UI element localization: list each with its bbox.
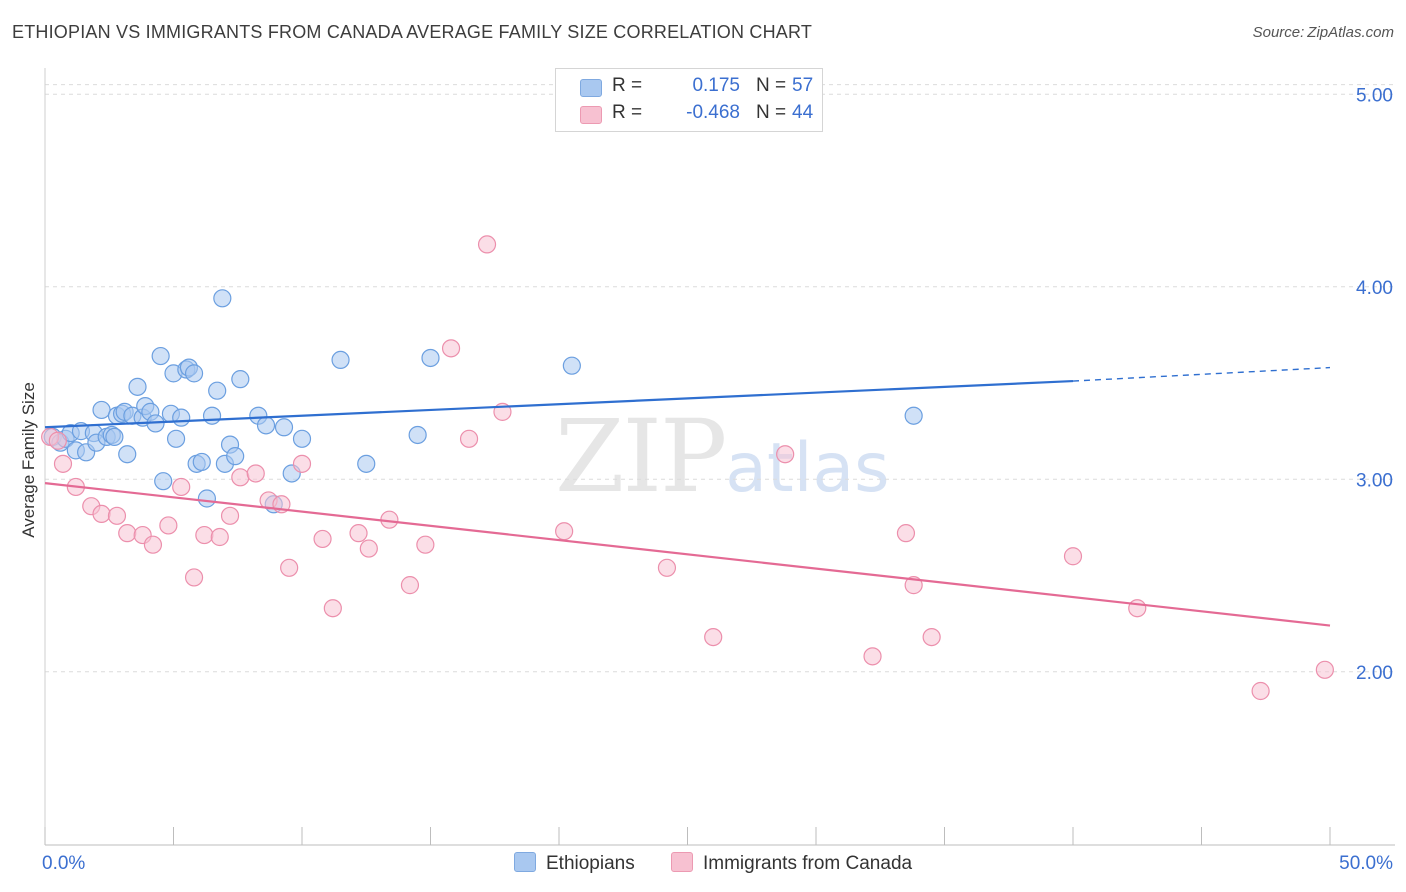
- point-immigrants-canada: [195, 525, 214, 545]
- point-ethiopians: [292, 429, 312, 448]
- point-ethiopians: [197, 489, 217, 508]
- point-immigrants-canada: [477, 235, 497, 254]
- point-immigrants-canada: [657, 558, 677, 577]
- point-ethiopians: [904, 406, 923, 425]
- point-immigrants-canada: [220, 506, 240, 525]
- legend-n-label: N =: [756, 75, 787, 96]
- point-ethiopians: [166, 429, 186, 448]
- point-immigrants-canada: [416, 535, 435, 554]
- y-tick-label: 3.00: [1356, 470, 1393, 491]
- point-ethiopians: [202, 406, 222, 425]
- x-tick-label: 0.0%: [42, 853, 85, 874]
- watermark: ZIPatlas: [555, 398, 890, 515]
- y-tick-label: 5.00: [1356, 85, 1393, 106]
- legend-r-value: -0.468: [686, 102, 740, 123]
- point-immigrants-canada: [246, 464, 265, 483]
- point-ethiopians: [128, 377, 147, 396]
- point-ethiopians: [256, 416, 276, 435]
- legend-n-label: N =: [756, 102, 787, 123]
- point-immigrants-canada: [48, 431, 67, 450]
- point-ethiopians: [92, 400, 111, 420]
- point-immigrants-canada: [118, 524, 137, 543]
- point-ethiopians: [226, 447, 245, 466]
- point-immigrants-canada: [323, 599, 342, 618]
- series-swatch-immigrants-canada: [671, 852, 693, 872]
- point-immigrants-canada: [896, 524, 916, 543]
- source-value: ZipAtlas.com: [1307, 24, 1394, 41]
- point-immigrants-canada: [292, 454, 312, 473]
- legend-n-value: 44: [792, 102, 814, 123]
- point-immigrants-canada: [400, 576, 420, 595]
- point-ethiopians: [421, 348, 440, 368]
- point-immigrants-canada: [231, 468, 250, 487]
- point-immigrants-canada: [1251, 681, 1270, 701]
- point-immigrants-canada: [349, 524, 368, 543]
- point-ethiopians: [331, 350, 350, 369]
- point-ethiopians: [184, 364, 204, 383]
- source-label: Source:: [1252, 24, 1305, 41]
- point-immigrants-canada: [184, 568, 204, 587]
- point-ethiopians: [172, 408, 191, 427]
- series-label-ethiopians: Ethiopians: [546, 853, 635, 874]
- point-ethiopians: [151, 346, 170, 366]
- point-ethiopians: [105, 427, 124, 446]
- legend-n-value: 57: [792, 75, 814, 96]
- legend-r-label: R =: [612, 102, 643, 123]
- point-immigrants-canada: [1063, 547, 1083, 566]
- trend-line-ethiopians: [44, 379, 1074, 429]
- point-immigrants-canada: [441, 339, 461, 358]
- point-ethiopians: [154, 472, 173, 491]
- point-immigrants-canada: [1315, 660, 1334, 679]
- watermark-atlas: atlas: [725, 429, 890, 508]
- point-immigrants-canada: [280, 558, 299, 577]
- point-ethiopians: [192, 452, 211, 472]
- series-legend-immigrants-canada: Immigrants from Canada: [671, 852, 912, 875]
- point-immigrants-canada: [704, 627, 723, 647]
- watermark-zip: ZIP: [555, 398, 727, 515]
- point-immigrants-canada: [459, 429, 479, 448]
- series-legend-ethiopians: Ethiopians: [514, 852, 635, 875]
- source-credit: Source: ZipAtlas.com: [1253, 24, 1394, 41]
- y-axis-label: Average Family Size: [19, 382, 38, 538]
- point-immigrants-canada: [555, 522, 574, 541]
- point-immigrants-canada: [210, 527, 229, 547]
- point-immigrants-canada: [863, 647, 882, 666]
- legend-swatch-immigrants-canada: [580, 106, 602, 124]
- point-immigrants-canada: [172, 477, 191, 497]
- legend-r-value: 0.175: [692, 75, 740, 96]
- point-ethiopians: [408, 425, 427, 445]
- y-tick-label: 2.00: [1356, 663, 1393, 684]
- point-ethiopians: [118, 445, 137, 464]
- point-immigrants-canada: [1128, 599, 1147, 618]
- series-swatch-ethiopians: [514, 852, 536, 872]
- point-immigrants-canada: [143, 535, 163, 554]
- legend-swatch-ethiopians: [580, 79, 602, 97]
- series-label-immigrants-canada: Immigrants from Canada: [703, 853, 913, 874]
- point-immigrants-canada: [922, 627, 941, 647]
- trend-line-extension-ethiopians: [1072, 366, 1331, 382]
- chart-title: ETHIOPIAN VS IMMIGRANTS FROM CANADA AVER…: [12, 22, 813, 42]
- stats-legend: R = 0.175 N = 57 R = -0.468 N = 44: [555, 68, 823, 132]
- point-ethiopians: [213, 289, 232, 308]
- trend-line-immigrants-canada: [44, 482, 1331, 627]
- x-tick-label: 50.0%: [1339, 853, 1393, 874]
- point-immigrants-canada: [107, 506, 127, 525]
- point-immigrants-canada: [359, 539, 378, 558]
- point-ethiopians: [208, 381, 227, 400]
- series-legend: Ethiopians Immigrants from Canada: [0, 852, 1406, 876]
- point-ethiopians: [231, 370, 250, 389]
- point-ethiopians: [357, 454, 376, 473]
- point-ethiopians: [562, 356, 581, 375]
- legend-r-label: R =: [612, 75, 643, 96]
- point-ethiopians: [274, 418, 294, 437]
- point-immigrants-canada: [53, 454, 73, 473]
- point-immigrants-canada: [92, 504, 111, 524]
- point-immigrants-canada: [159, 516, 178, 535]
- point-immigrants-canada: [313, 529, 332, 549]
- point-immigrants-canada: [776, 445, 795, 464]
- y-tick-label: 4.00: [1356, 278, 1393, 299]
